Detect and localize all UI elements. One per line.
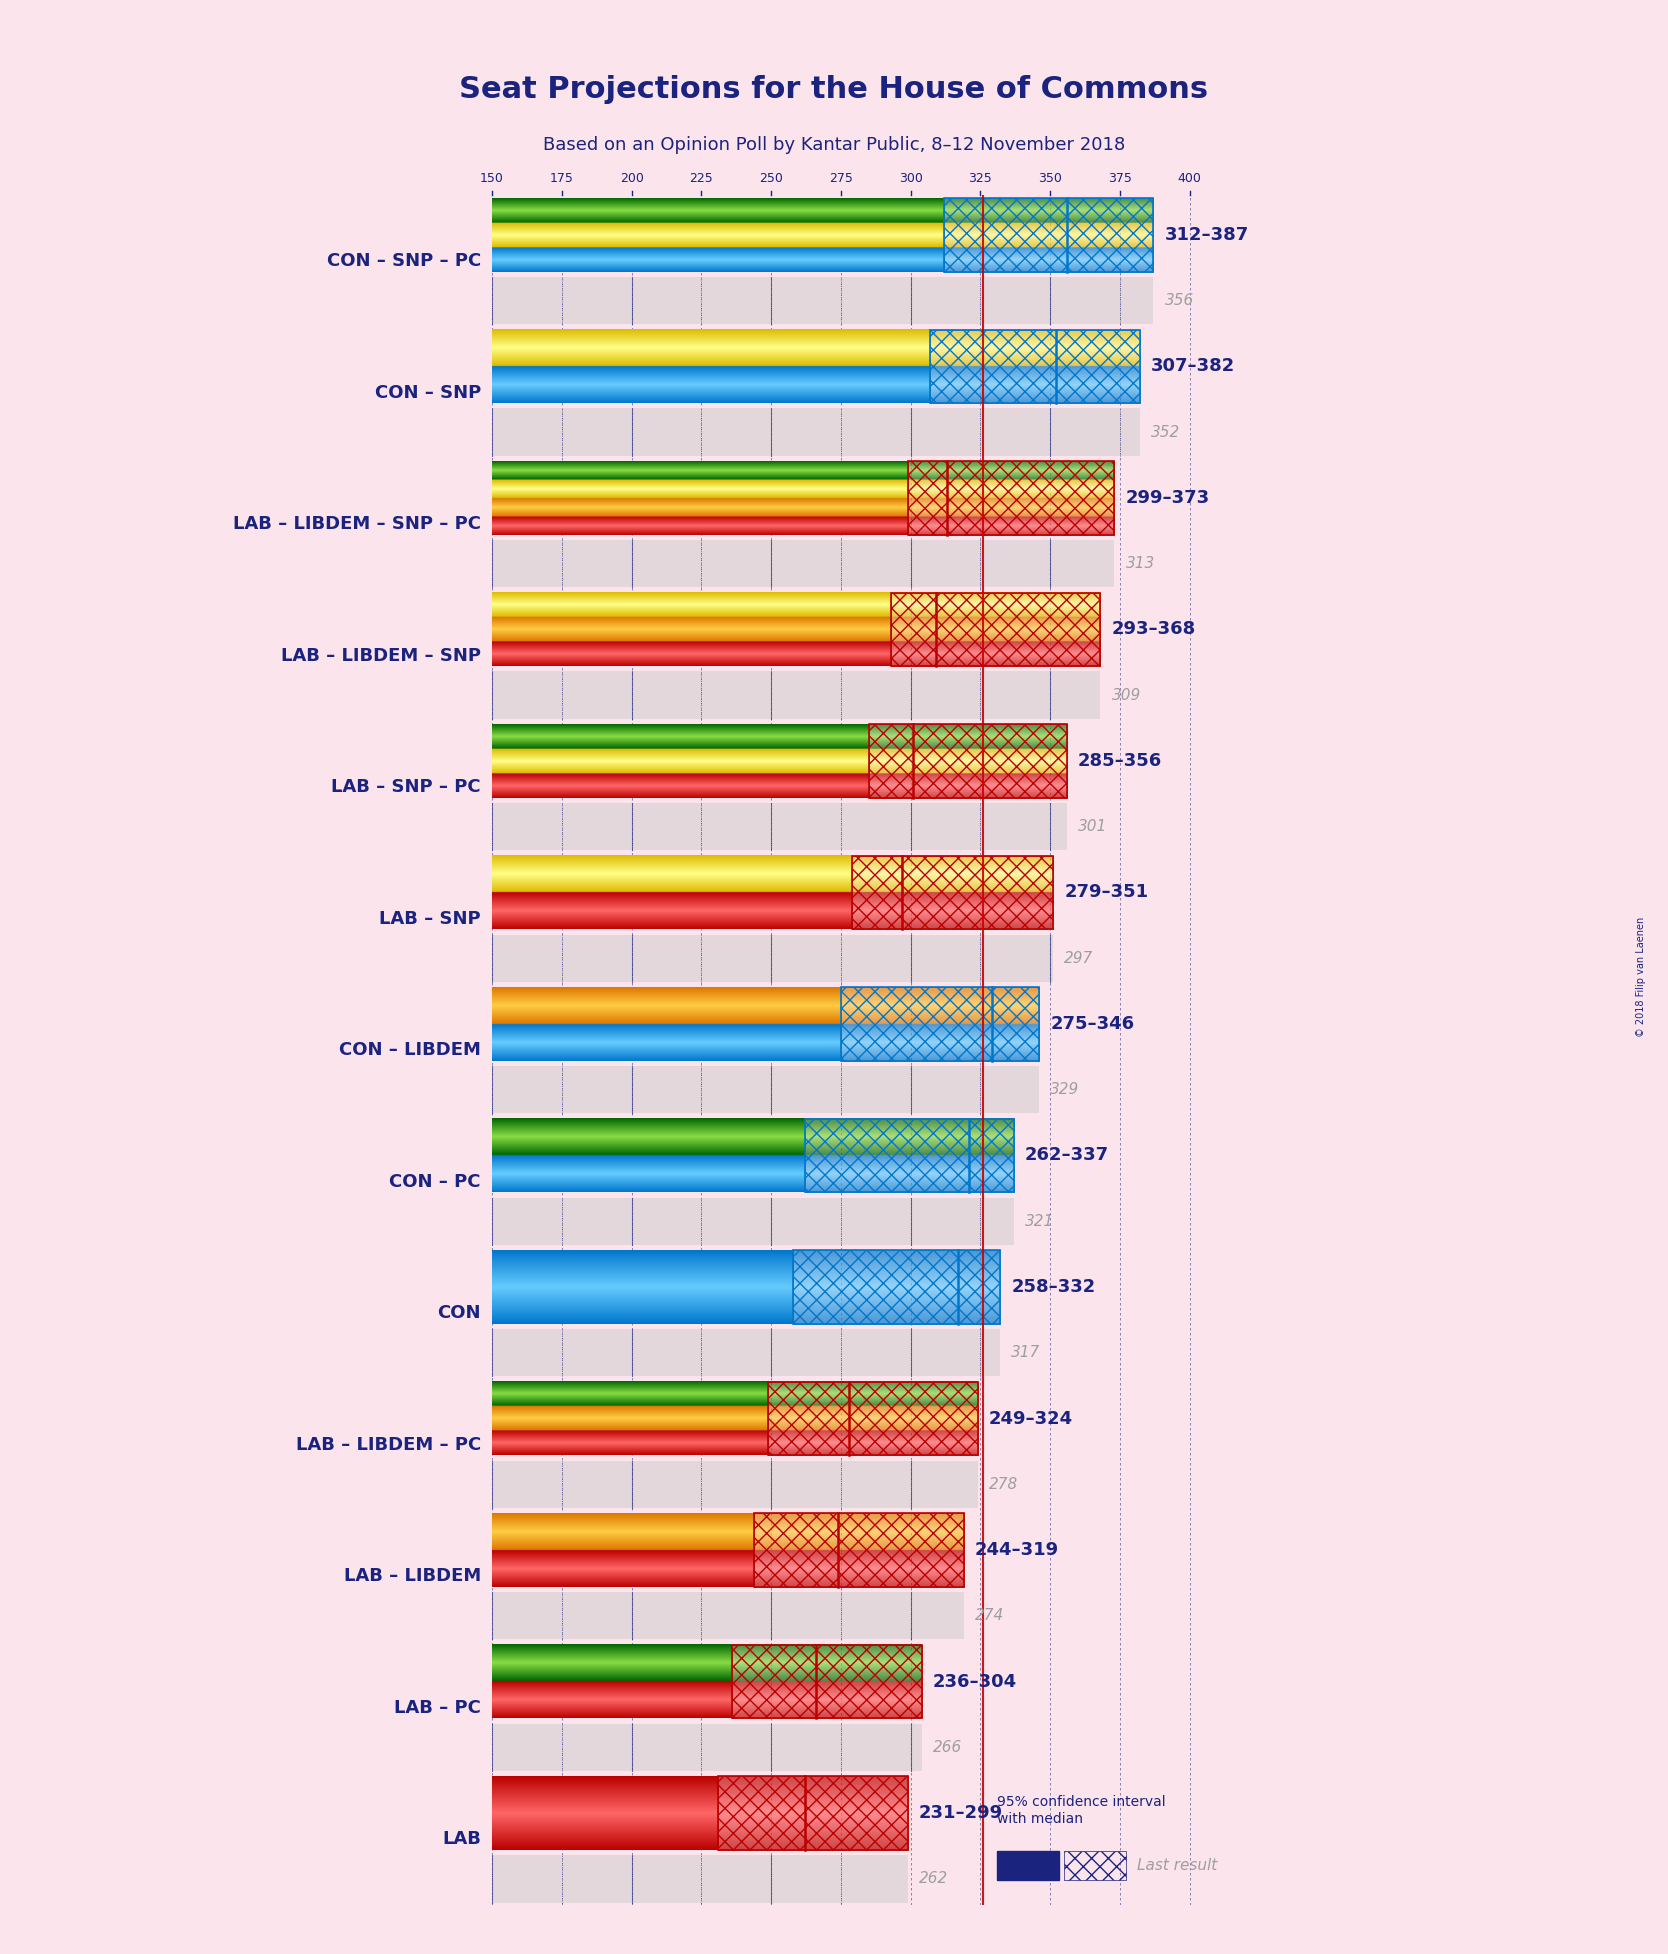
Bar <box>719 1776 907 1850</box>
Text: LAB – LIBDEM – SNP: LAB – LIBDEM – SNP <box>280 647 480 664</box>
Text: © 2018 Filip van Laenen: © 2018 Filip van Laenen <box>1636 916 1646 1038</box>
Bar <box>492 1460 977 1508</box>
Bar <box>869 725 1068 797</box>
Text: 258–332: 258–332 <box>1011 1278 1096 1296</box>
Bar <box>794 1251 999 1323</box>
Bar <box>754 1512 964 1587</box>
Bar <box>492 408 1139 455</box>
Text: 262–337: 262–337 <box>1026 1147 1109 1165</box>
Text: 293–368: 293–368 <box>1111 621 1196 639</box>
Bar <box>769 1381 977 1456</box>
Bar <box>841 987 1039 1061</box>
Bar <box>492 934 1053 981</box>
Text: 300: 300 <box>899 172 922 186</box>
Bar <box>891 592 1101 666</box>
Text: 175: 175 <box>550 172 574 186</box>
Text: LAB – LIBDEM – PC: LAB – LIBDEM – PC <box>295 1436 480 1454</box>
Text: LAB – LIBDEM – SNP – PC: LAB – LIBDEM – SNP – PC <box>234 516 480 533</box>
Bar <box>492 1067 1039 1114</box>
Text: 250: 250 <box>759 172 782 186</box>
Text: CON – SNP: CON – SNP <box>375 383 480 403</box>
Text: 278: 278 <box>989 1477 1017 1491</box>
Text: LAB – SNP – PC: LAB – SNP – PC <box>332 778 480 795</box>
Bar <box>769 1381 977 1456</box>
Bar <box>944 197 1154 272</box>
Text: 309: 309 <box>1111 688 1141 703</box>
Text: 275: 275 <box>829 172 852 186</box>
Bar <box>492 1854 907 1903</box>
Text: CON – PC: CON – PC <box>389 1172 480 1190</box>
Bar <box>1064 1850 1126 1880</box>
Bar <box>997 1850 1059 1880</box>
Text: LAB – SNP: LAB – SNP <box>379 911 480 928</box>
Text: 375: 375 <box>1108 172 1133 186</box>
Bar <box>852 856 1053 930</box>
Text: 325: 325 <box>969 172 992 186</box>
Text: CON – SNP – PC: CON – SNP – PC <box>327 252 480 270</box>
Text: 329: 329 <box>1051 1083 1079 1098</box>
Bar <box>492 672 1101 719</box>
Bar <box>944 197 1154 272</box>
Text: 236–304: 236–304 <box>932 1673 1017 1690</box>
Bar <box>492 1329 999 1376</box>
Bar <box>931 330 1139 403</box>
Bar <box>869 725 1068 797</box>
Bar <box>804 1118 1014 1192</box>
Bar <box>931 330 1139 403</box>
Text: 262: 262 <box>919 1872 949 1886</box>
Text: 312–387: 312–387 <box>1164 227 1249 244</box>
Text: LAB: LAB <box>442 1831 480 1848</box>
Bar <box>907 461 1114 535</box>
Text: 274: 274 <box>974 1608 1004 1624</box>
Text: Based on an Opinion Poll by Kantar Public, 8–12 November 2018: Based on an Opinion Poll by Kantar Publi… <box>542 135 1126 154</box>
Bar <box>907 461 1114 535</box>
Text: CON – LIBDEM: CON – LIBDEM <box>339 1041 480 1059</box>
Text: Seat Projections for the House of Commons: Seat Projections for the House of Common… <box>459 76 1209 104</box>
Text: 297: 297 <box>1064 952 1094 965</box>
Text: 301: 301 <box>1078 819 1108 834</box>
Text: Last result: Last result <box>1136 1858 1218 1874</box>
Bar <box>732 1645 922 1718</box>
Text: 317: 317 <box>1011 1344 1041 1360</box>
Bar <box>804 1118 1014 1192</box>
Text: 244–319: 244–319 <box>974 1542 1059 1559</box>
Text: 249–324: 249–324 <box>989 1409 1073 1428</box>
Bar <box>492 1723 922 1770</box>
Text: 400: 400 <box>1178 172 1201 186</box>
Text: 313: 313 <box>1126 557 1154 571</box>
Bar <box>794 1251 999 1323</box>
Text: 231–299: 231–299 <box>919 1804 1002 1821</box>
Text: 352: 352 <box>1151 424 1179 440</box>
Text: CON: CON <box>437 1305 480 1323</box>
Bar <box>754 1512 964 1587</box>
Text: 266: 266 <box>932 1739 962 1755</box>
Text: 95% confidence interval
with median: 95% confidence interval with median <box>997 1796 1166 1825</box>
Bar <box>492 803 1068 850</box>
Text: 299–373: 299–373 <box>1126 488 1209 506</box>
Text: 285–356: 285–356 <box>1078 752 1163 770</box>
Bar <box>852 856 1053 930</box>
Text: 200: 200 <box>619 172 644 186</box>
Bar <box>492 539 1114 588</box>
Text: 225: 225 <box>689 172 714 186</box>
Bar <box>841 987 1039 1061</box>
Bar <box>492 1198 1014 1245</box>
Bar <box>732 1645 922 1718</box>
Bar <box>492 277 1154 324</box>
Text: 150: 150 <box>480 172 504 186</box>
Text: 356: 356 <box>1164 293 1194 309</box>
Text: 275–346: 275–346 <box>1051 1014 1134 1034</box>
Text: LAB – PC: LAB – PC <box>394 1698 480 1718</box>
Text: 321: 321 <box>1026 1213 1054 1229</box>
Bar <box>891 592 1101 666</box>
Bar <box>719 1776 907 1850</box>
Text: 350: 350 <box>1037 172 1063 186</box>
Text: 279–351: 279–351 <box>1064 883 1148 901</box>
Bar <box>492 1593 964 1639</box>
Text: 307–382: 307–382 <box>1151 358 1234 375</box>
Text: LAB – LIBDEM: LAB – LIBDEM <box>344 1567 480 1585</box>
